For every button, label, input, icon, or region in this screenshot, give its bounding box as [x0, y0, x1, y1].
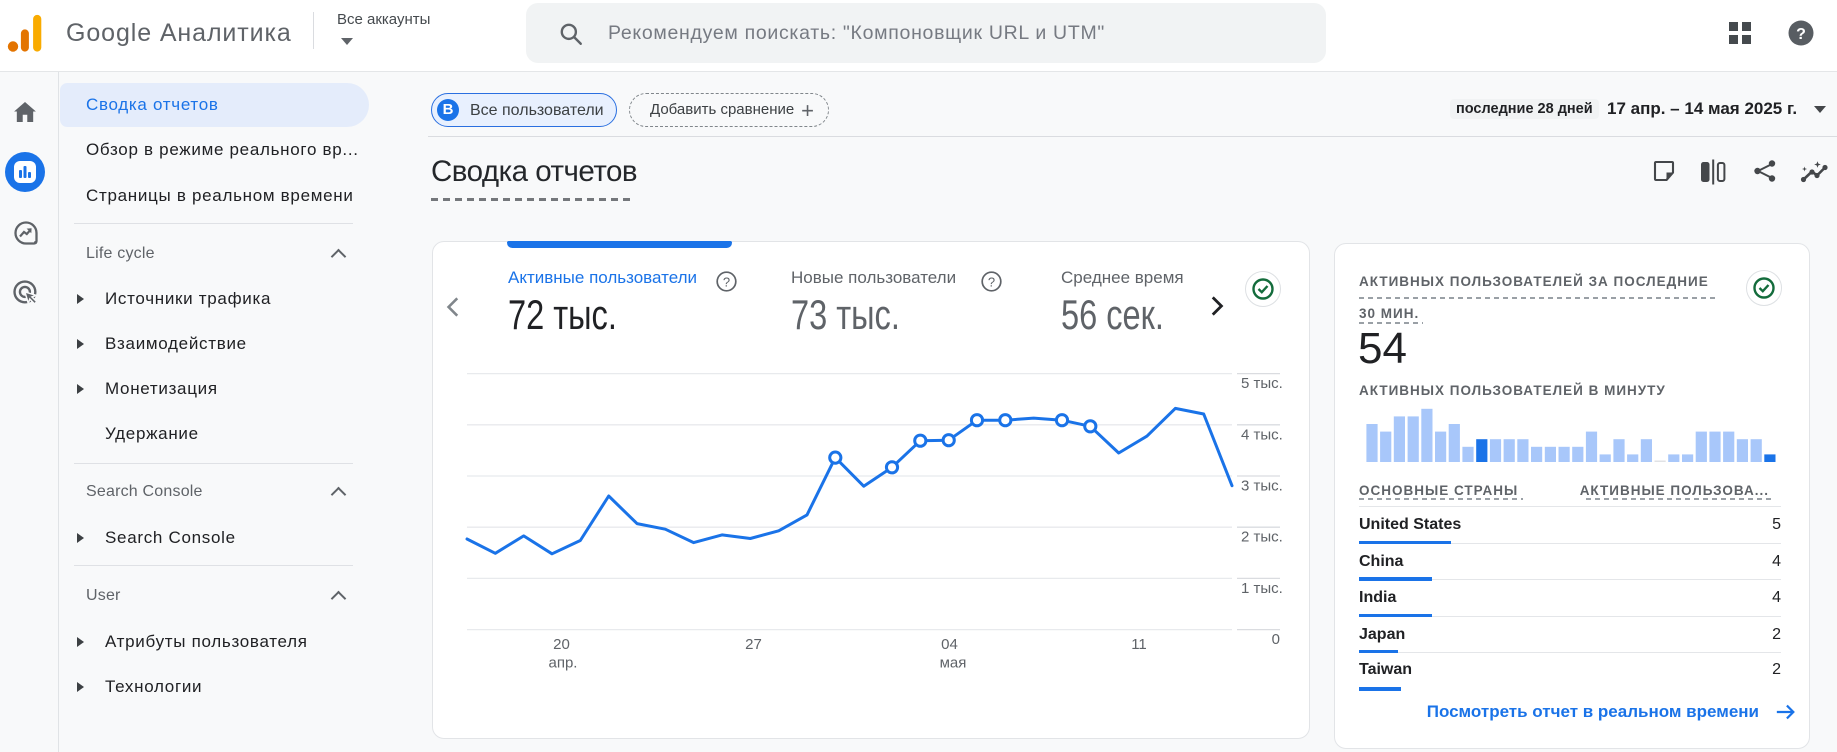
svg-text:0: 0	[1272, 631, 1280, 648]
svg-text:04: 04	[941, 636, 958, 653]
svg-text:?: ?	[987, 274, 994, 289]
svg-text:20: 20	[553, 636, 570, 653]
svg-text:?: ?	[1796, 26, 1806, 43]
svg-text:5 тыс.: 5 тыс.	[1241, 375, 1283, 392]
svg-text:1 тыс.: 1 тыс.	[1241, 580, 1283, 597]
svg-text:мая: мая	[940, 655, 967, 672]
svg-text:апр.: апр.	[549, 655, 578, 672]
svg-text:?: ?	[723, 274, 730, 289]
svg-text:3 тыс.: 3 тыс.	[1241, 478, 1283, 495]
svg-text:11: 11	[1131, 636, 1147, 653]
svg-text:27: 27	[745, 636, 762, 653]
svg-text:4 тыс.: 4 тыс.	[1241, 426, 1283, 443]
svg-text:2 тыс.: 2 тыс.	[1241, 529, 1283, 546]
